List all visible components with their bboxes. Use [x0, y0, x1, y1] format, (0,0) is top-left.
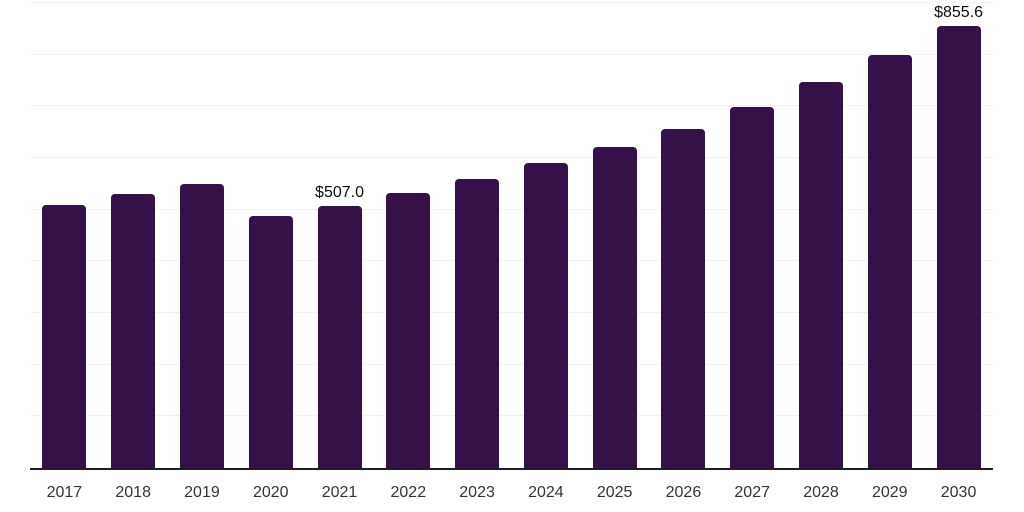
bar-2022	[386, 193, 431, 468]
x-tick-2025: 2025	[596, 484, 633, 501]
bar-cell-2028	[787, 3, 856, 468]
bar-cell-2026	[649, 3, 718, 468]
bar-cell-2030: $855.6	[924, 3, 993, 468]
bar-2026	[661, 128, 706, 468]
x-tick-2020: 2020	[252, 484, 289, 501]
x-tick-2029: 2029	[871, 484, 908, 501]
bar-cell-2027	[718, 3, 787, 468]
gridline-300	[30, 312, 993, 314]
bar-cell-2018	[99, 3, 168, 468]
x-tick-2021: 2021	[321, 484, 358, 501]
bar-cell-2019	[168, 3, 237, 468]
plot-area: $507.0 $855.6	[30, 2, 993, 470]
bar-2025	[592, 147, 637, 468]
value-label-2021: $507.0	[315, 184, 364, 202]
bar-cell-2017	[30, 3, 99, 468]
bar-2023	[455, 179, 500, 468]
bar-2019	[179, 184, 224, 468]
bar-cell-2025	[580, 3, 649, 468]
bar-cell-2023	[443, 3, 512, 468]
x-tick-2027: 2027	[734, 484, 770, 501]
gridline-400	[30, 260, 993, 262]
bar-2027	[730, 106, 775, 468]
bar-2028	[798, 81, 843, 468]
bar-2018	[111, 193, 156, 468]
bar-cell-2024	[511, 3, 580, 468]
x-tick-2019: 2019	[184, 484, 220, 501]
gridline-800	[30, 53, 993, 55]
x-tick-2030: 2030	[940, 484, 977, 501]
x-tick-2018: 2018	[115, 484, 151, 501]
gridline-700	[30, 105, 993, 107]
x-tick-2024: 2024	[528, 484, 564, 501]
gridline-900	[30, 2, 993, 3]
bar-2024	[523, 163, 568, 468]
gridline-500	[30, 208, 993, 210]
bar-cell-2022	[374, 3, 443, 468]
x-tick-2017: 2017	[46, 484, 83, 501]
x-axis: 2017 2018 2019 2020 2021 2022 2023 2024 2025 2026…	[30, 472, 993, 502]
x-tick-2028: 2028	[803, 484, 839, 501]
bar-cell-2029	[855, 3, 924, 468]
gridline-100	[30, 415, 993, 417]
x-tick-2022: 2022	[390, 484, 427, 501]
bar-cell-2020	[236, 3, 305, 468]
gridline-200	[30, 363, 993, 365]
bar-2017	[42, 205, 87, 468]
bar-2021: $507.0	[315, 184, 364, 468]
x-tick-2023: 2023	[459, 484, 495, 501]
gridline-600	[30, 157, 993, 159]
value-label-2030: $855.6	[934, 3, 984, 21]
bar-2020	[248, 216, 293, 468]
bar-2029	[867, 54, 912, 468]
x-tick-2026: 2026	[665, 484, 702, 501]
bar-2030: $855.6	[934, 4, 983, 468]
bar-cell-2021: $507.0	[305, 3, 374, 468]
bars-layer: $507.0 $855.6	[30, 3, 993, 468]
